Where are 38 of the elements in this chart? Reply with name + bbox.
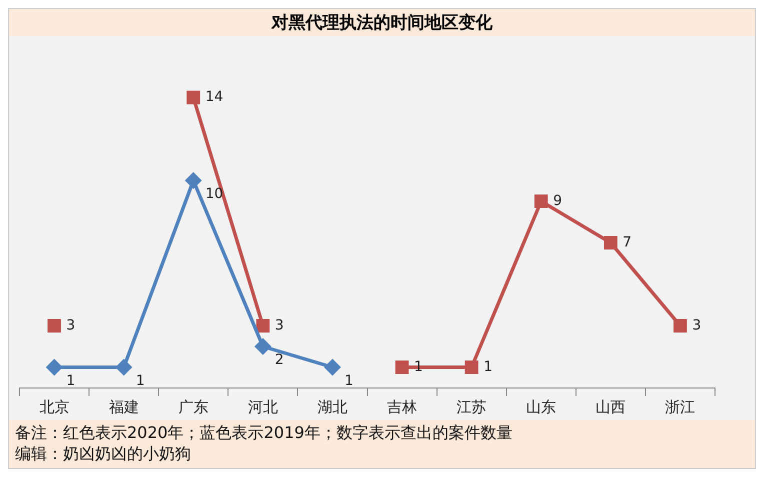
data-label: 1 bbox=[66, 372, 76, 389]
data-label: 14 bbox=[205, 89, 224, 106]
x-tick-label: 江苏 bbox=[456, 398, 487, 416]
x-tick-label: 山西 bbox=[596, 398, 626, 416]
x-tick-label: 广东 bbox=[178, 398, 208, 416]
data-label: 1 bbox=[136, 372, 145, 389]
data-label: 1 bbox=[414, 358, 423, 375]
data-label: 1 bbox=[344, 372, 354, 389]
point bbox=[116, 360, 132, 375]
text: 备注：红色表示2020年；蓝色表示2019年；数字表示查出的案件数量 bbox=[15, 423, 514, 444]
text: 编辑：奶凶奶凶的小奶狗 bbox=[15, 444, 192, 465]
x-tick-label: 浙江 bbox=[665, 398, 696, 416]
point bbox=[674, 319, 687, 332]
point bbox=[395, 360, 409, 374]
x-tick-label: 河北 bbox=[248, 398, 278, 416]
chart-title: 对黑代理执法的时间地区变化 bbox=[9, 9, 755, 36]
point bbox=[256, 319, 270, 332]
point bbox=[46, 360, 62, 375]
point bbox=[48, 319, 61, 332]
x-tick-label: 北京 bbox=[39, 398, 70, 416]
point bbox=[534, 194, 548, 208]
data-label: 9 bbox=[553, 192, 562, 209]
point bbox=[604, 236, 618, 250]
point bbox=[324, 360, 340, 375]
data-label: 7 bbox=[622, 234, 632, 250]
x-tick-label: 湖北 bbox=[317, 398, 348, 416]
data-label: 2 bbox=[274, 352, 284, 368]
data-label: 3 bbox=[692, 317, 702, 334]
x-tick-label: 山东 bbox=[526, 398, 556, 416]
point bbox=[186, 172, 202, 188]
x-tick-label: 福建 bbox=[108, 398, 139, 416]
point bbox=[464, 360, 478, 374]
x-tick-label: 吉林 bbox=[387, 398, 418, 416]
data-label: 3 bbox=[274, 317, 284, 334]
point bbox=[255, 338, 271, 354]
point bbox=[186, 90, 200, 104]
data-label: 3 bbox=[66, 317, 76, 334]
data-label: 1 bbox=[484, 358, 492, 375]
